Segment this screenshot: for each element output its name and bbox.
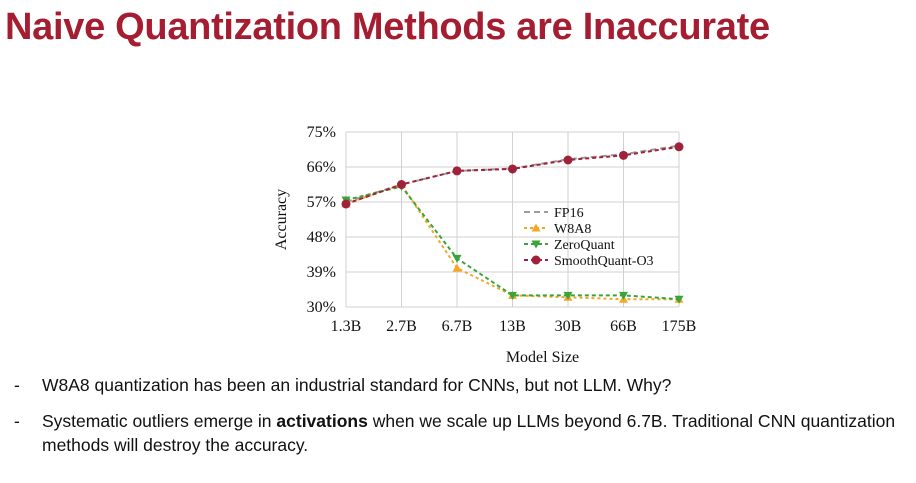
legend-label-fp16: FP16 — [554, 206, 584, 221]
data-point-zeroquant — [563, 291, 573, 300]
x-tick-label: 66B — [610, 318, 637, 335]
bullet-text-emphasis: activations — [276, 411, 368, 431]
data-point-zeroquant — [674, 295, 684, 304]
bullet-text-segment: when we scale up LLMs beyond 6.7B. Tradi… — [42, 411, 896, 455]
bullet-text-segment: W8A8 quantization has been an industrial… — [42, 375, 672, 395]
x-tick-label: 6.7B — [442, 318, 473, 335]
y-tick-label: 75% — [307, 124, 336, 141]
bullet-text-2: Systematic outliers emerge in activation… — [42, 409, 904, 457]
x-tick-label: 13B — [499, 318, 526, 335]
x-tick-label: 175B — [662, 318, 697, 335]
data-point-zeroquant — [508, 291, 517, 300]
legend-label-w8a8: W8A8 — [554, 222, 591, 237]
bullet-item-1: - W8A8 quantization has been an industri… — [14, 373, 904, 397]
x-tick-label: 2.7B — [386, 318, 417, 335]
x-tick-label: 30B — [555, 318, 582, 335]
accuracy-chart: 30% 39% 48% 57% 66% 75% 1.3B 2.7B 6.7B 13B 30B 66B 1… — [273, 124, 697, 366]
x-axis-label: Model Size — [506, 349, 579, 366]
legend-marker-zeroquant — [531, 240, 541, 249]
legend-label-zeroquant: ZeroQuant — [554, 238, 615, 253]
data-point-w8a8 — [452, 263, 462, 272]
bullet-text-segment: Systematic outliers emerge in — [42, 411, 277, 431]
y-tick-label: 48% — [307, 229, 336, 246]
bullet-list: - W8A8 quantization has been an industri… — [14, 373, 904, 469]
bullet-dash: - — [14, 411, 20, 431]
legend-marker-w8a8 — [531, 223, 541, 232]
data-point-smoothquant-o3 — [452, 166, 462, 176]
data-point-zeroquant — [452, 254, 462, 263]
data-point-smoothquant-o3 — [397, 180, 406, 189]
bullet-text-1: W8A8 quantization has been an industrial… — [42, 373, 671, 397]
data-point-smoothquant-o3 — [619, 150, 628, 160]
legend-marker-smoothquant-o3 — [531, 255, 541, 265]
y-tick-label: 66% — [307, 159, 336, 176]
y-tick-label: 57% — [307, 194, 336, 211]
data-point-smoothquant-o3 — [674, 142, 684, 152]
slide-title: Naive Quantization Methods are Inaccurat… — [5, 6, 770, 48]
bullet-item-2: - Systematic outliers emerge in activati… — [14, 409, 904, 457]
data-point-smoothquant-o3 — [341, 199, 351, 209]
y-tick-label: 30% — [307, 299, 336, 316]
bullet-dash: - — [14, 375, 20, 395]
y-axis-label: Accuracy — [273, 189, 290, 250]
data-point-smoothquant-o3 — [563, 155, 573, 165]
data-point-zeroquant — [619, 291, 628, 300]
x-tick-label: 1.3B — [331, 318, 362, 335]
data-point-smoothquant-o3 — [508, 164, 517, 174]
legend-label-smoothquant-o3: SmoothQuant-O3 — [554, 254, 654, 269]
y-tick-label: 39% — [307, 264, 336, 281]
